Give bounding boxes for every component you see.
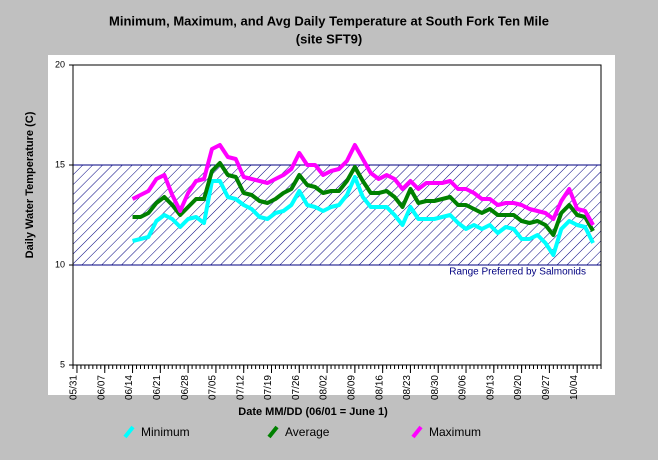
- x-tick-label: 08/23: [402, 375, 413, 400]
- legend-swatch: [267, 425, 279, 439]
- band-label: Range Preferred by Salmonids: [449, 267, 586, 278]
- x-tick-label: 09/13: [485, 375, 496, 400]
- x-tick-label: 05/31: [69, 375, 80, 400]
- chart-title: Minimum, Maximum, and Avg Daily Temperat…: [109, 13, 549, 28]
- x-tick-label: 06/07: [96, 375, 107, 400]
- series-line: [131, 143, 595, 226]
- x-tick-label: 09/20: [513, 375, 524, 400]
- x-tick-label: 07/05: [208, 375, 219, 400]
- chart-subtitle: (site SFT9): [296, 31, 362, 46]
- x-tick-label: 06/21: [152, 375, 163, 400]
- x-tick-label: 08/30: [430, 375, 441, 400]
- x-tick-label: 09/27: [541, 375, 552, 400]
- legend-swatch: [411, 425, 423, 439]
- x-tick-label: 08/09: [347, 375, 358, 400]
- x-tick-label: 07/12: [235, 375, 246, 400]
- y-tick-label: 15: [55, 159, 65, 169]
- y-tick-label: 5: [60, 359, 65, 369]
- x-tick-label: 07/19: [263, 375, 274, 400]
- x-axis-title: Date MM/DD (06/01 = June 1): [238, 406, 388, 418]
- x-tick-label: 06/14: [124, 375, 135, 400]
- x-tick-label: 08/16: [374, 375, 385, 400]
- x-tick-label: 06/28: [180, 375, 191, 400]
- legend-label: Minimum: [141, 425, 190, 439]
- x-tick-label: 08/02: [319, 375, 330, 400]
- x-tick-label: 07/26: [291, 375, 302, 400]
- legend-label: Average: [285, 425, 330, 439]
- legend-swatch: [123, 425, 135, 439]
- plot-frame: [72, 64, 602, 366]
- x-tick-label: 09/06: [458, 375, 469, 400]
- y-tick-label: 20: [55, 59, 65, 69]
- preferred-range: [72, 164, 602, 266]
- series-line: [132, 161, 595, 237]
- series-line: [132, 175, 595, 257]
- y-tick-label: 10: [55, 259, 65, 269]
- y-axis-title: Daily Water Temperature (C): [24, 111, 36, 258]
- legend-label: Maximum: [429, 425, 481, 439]
- x-tick-label: 10/04: [569, 375, 580, 400]
